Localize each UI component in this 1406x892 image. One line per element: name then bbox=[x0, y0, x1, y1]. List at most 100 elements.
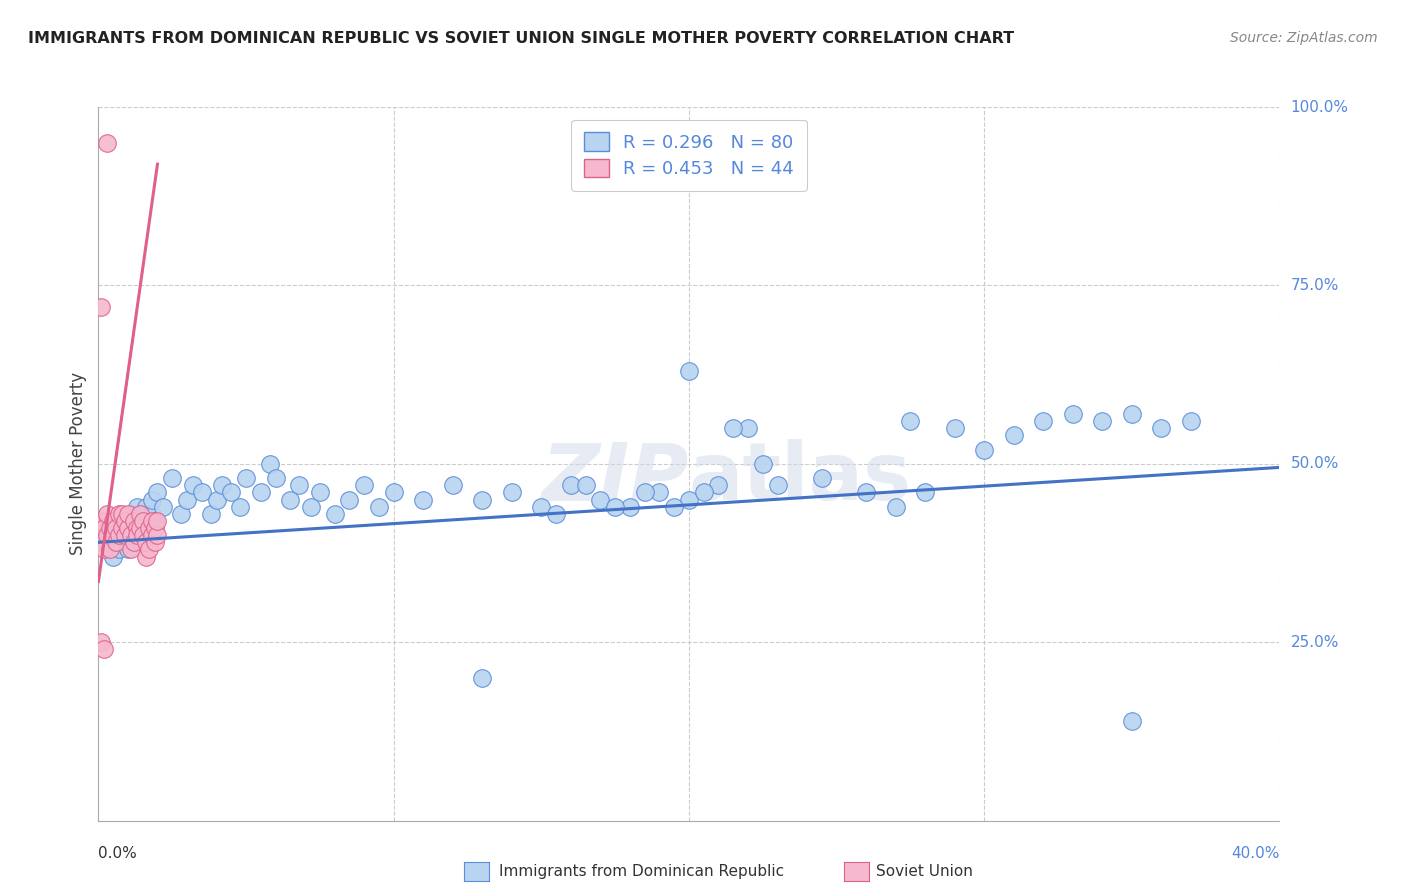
Point bbox=[96, 507, 118, 521]
Point bbox=[855, 485, 877, 500]
Point bbox=[693, 485, 716, 500]
Point bbox=[264, 471, 287, 485]
Point bbox=[1091, 414, 1114, 428]
Point bbox=[98, 542, 121, 557]
Text: IMMIGRANTS FROM DOMINICAN REPUBLIC VS SOVIET UNION SINGLE MOTHER POVERTY CORRELA: IMMIGRANTS FROM DOMINICAN REPUBLIC VS SO… bbox=[28, 31, 1014, 46]
Point bbox=[299, 500, 322, 514]
Point bbox=[96, 528, 118, 542]
Point bbox=[143, 521, 166, 535]
Point bbox=[530, 500, 553, 514]
Point bbox=[108, 528, 131, 542]
Point bbox=[125, 528, 148, 542]
Point bbox=[471, 671, 494, 685]
Point bbox=[125, 500, 148, 514]
Point bbox=[117, 521, 139, 535]
Point bbox=[143, 535, 166, 549]
Point bbox=[135, 535, 157, 549]
Point bbox=[122, 514, 145, 528]
Point bbox=[125, 521, 148, 535]
Point bbox=[678, 492, 700, 507]
Point bbox=[125, 528, 148, 542]
Point bbox=[90, 535, 112, 549]
Point bbox=[152, 500, 174, 514]
Point bbox=[288, 478, 311, 492]
Point bbox=[90, 300, 112, 314]
Point bbox=[211, 478, 233, 492]
Text: 75.0%: 75.0% bbox=[1291, 278, 1339, 293]
Point bbox=[900, 414, 922, 428]
Point bbox=[634, 485, 657, 500]
Point bbox=[884, 500, 907, 514]
Point bbox=[752, 457, 775, 471]
Point bbox=[339, 492, 361, 507]
Point bbox=[664, 500, 686, 514]
Point bbox=[114, 514, 136, 528]
Text: 40.0%: 40.0% bbox=[1232, 846, 1279, 861]
Point bbox=[103, 528, 125, 542]
Text: 0.0%: 0.0% bbox=[98, 846, 138, 861]
Point bbox=[619, 500, 641, 514]
Point bbox=[1121, 714, 1143, 728]
Point bbox=[205, 492, 228, 507]
Point bbox=[309, 485, 332, 500]
Point bbox=[441, 478, 464, 492]
Point bbox=[914, 485, 936, 500]
Point bbox=[103, 514, 125, 528]
Point bbox=[111, 507, 134, 521]
Point bbox=[648, 485, 671, 500]
Point bbox=[200, 507, 222, 521]
Point bbox=[128, 521, 150, 535]
Text: Soviet Union: Soviet Union bbox=[876, 864, 973, 879]
Point bbox=[120, 507, 142, 521]
Point bbox=[707, 478, 730, 492]
Point bbox=[235, 471, 257, 485]
Point bbox=[90, 514, 112, 528]
Point bbox=[323, 507, 346, 521]
Legend: R = 0.296   N = 80, R = 0.453   N = 44: R = 0.296 N = 80, R = 0.453 N = 44 bbox=[571, 120, 807, 191]
Point bbox=[93, 521, 115, 535]
Y-axis label: Single Mother Poverty: Single Mother Poverty bbox=[69, 372, 87, 556]
Point bbox=[128, 507, 150, 521]
Point bbox=[471, 492, 494, 507]
Point bbox=[117, 507, 139, 521]
Point bbox=[146, 514, 169, 528]
Point bbox=[105, 535, 128, 549]
Point bbox=[221, 485, 243, 500]
Point bbox=[250, 485, 273, 500]
Point bbox=[1180, 414, 1202, 428]
Point bbox=[93, 542, 115, 557]
Point bbox=[98, 521, 121, 535]
Point bbox=[138, 521, 160, 535]
Point bbox=[105, 521, 128, 535]
Text: Immigrants from Dominican Republic: Immigrants from Dominican Republic bbox=[499, 864, 785, 879]
Point bbox=[111, 535, 134, 549]
Point bbox=[128, 521, 150, 535]
Point bbox=[280, 492, 302, 507]
Point bbox=[560, 478, 582, 492]
Point bbox=[141, 507, 163, 521]
Point bbox=[135, 514, 157, 528]
Point bbox=[108, 542, 131, 557]
Point bbox=[93, 642, 115, 657]
Point bbox=[1150, 421, 1173, 435]
Point bbox=[1032, 414, 1054, 428]
Point bbox=[943, 421, 966, 435]
Point bbox=[143, 514, 166, 528]
Point bbox=[108, 507, 131, 521]
Point bbox=[546, 507, 568, 521]
Point bbox=[191, 485, 214, 500]
Point bbox=[176, 492, 198, 507]
Point bbox=[259, 457, 281, 471]
Point bbox=[1121, 407, 1143, 421]
Text: atlas: atlas bbox=[689, 439, 912, 517]
Point bbox=[132, 507, 155, 521]
Point bbox=[117, 542, 139, 557]
Point bbox=[766, 478, 789, 492]
Point bbox=[162, 471, 183, 485]
Point bbox=[114, 528, 136, 542]
Point bbox=[589, 492, 612, 507]
Point bbox=[181, 478, 204, 492]
Point bbox=[138, 521, 160, 535]
Text: ZIP: ZIP bbox=[541, 439, 689, 517]
Point bbox=[122, 514, 145, 528]
